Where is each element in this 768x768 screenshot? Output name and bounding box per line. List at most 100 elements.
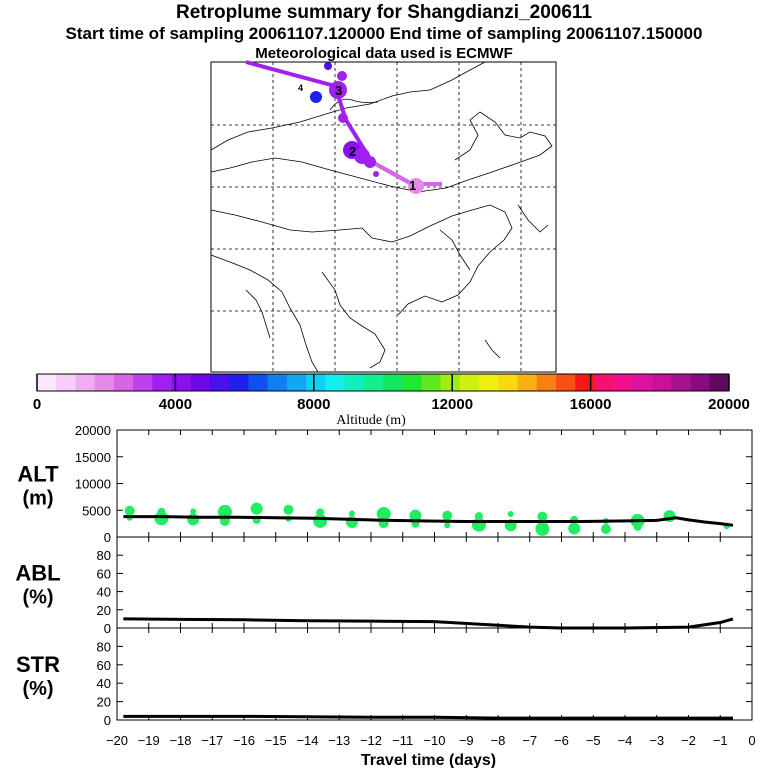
colorbar-cell (498, 374, 518, 391)
colorbar-cell (440, 374, 461, 391)
colorbar-cell (421, 374, 441, 391)
colorbar-cell (575, 374, 595, 391)
colorbar-cell (37, 374, 57, 391)
y-axis-unit: (%) (22, 678, 53, 700)
series-line (123, 617, 734, 630)
plume-point (474, 512, 483, 521)
plume-point (376, 506, 391, 521)
plume-point (442, 510, 453, 521)
x-tick-label: −18 (169, 733, 191, 748)
panel-alt: 0 5000 10000 15000 20000 ALT(m) (17, 423, 753, 545)
y-tick-label: 20 (97, 695, 111, 710)
plume-point (124, 505, 135, 516)
colorbar-cell (344, 374, 365, 391)
plume-point (250, 502, 263, 515)
y-axis-unit: (m) (22, 488, 53, 510)
plume-point (444, 522, 451, 529)
colorbar-cell (402, 374, 422, 391)
x-tick-label: −14 (296, 733, 318, 748)
series-line (123, 515, 734, 527)
plume-point (409, 509, 422, 522)
sampling-times: Start time of sampling 20061107.120000 E… (65, 24, 703, 43)
colorbar-tick-label: 0 (33, 396, 41, 413)
plume-point (633, 522, 642, 531)
colorbar-cell (210, 374, 230, 391)
y-tick-label: 80 (97, 639, 111, 654)
x-tick-label: −5 (586, 733, 601, 748)
map-coastlines (210, 61, 553, 373)
map-frame (210, 61, 557, 373)
plume-point (507, 510, 514, 517)
colorbar-cell (286, 374, 307, 391)
x-tick-label: −3 (649, 733, 664, 748)
y-axis-label: ABL (15, 561, 60, 586)
y-tick-label: 0 (104, 621, 111, 636)
colorbar-cell (229, 374, 249, 391)
y-tick-label: 60 (97, 658, 111, 673)
y-tick-label: 10000 (75, 477, 111, 492)
colorbar-cell (113, 374, 134, 391)
colorbar-cell (671, 374, 691, 391)
plume-point (154, 511, 169, 526)
marker-3: 3 (335, 83, 342, 98)
x-tick-label: 0 (748, 733, 755, 748)
plume-point (568, 522, 581, 535)
met-data-line: Meteorological data used is ECMWF (255, 45, 513, 62)
y-tick-label: 20000 (75, 423, 111, 438)
colorbar-tick-label: 4000 (159, 396, 192, 413)
y-axis-label: STR (16, 652, 60, 677)
map-graticule (211, 62, 556, 372)
colorbar-cell (690, 374, 711, 391)
colorbar-cell (190, 374, 211, 391)
plume-point (600, 523, 611, 534)
plume-point (537, 511, 548, 522)
plume-point (283, 504, 294, 515)
x-tick-label: −10 (423, 733, 445, 748)
y-tick-label: 40 (97, 585, 111, 600)
plume-point (157, 507, 166, 516)
colorbar-cell (709, 374, 730, 391)
colorbar-cell (536, 374, 557, 391)
marker-2: 2 (349, 144, 356, 159)
y-axis-label: ALT (17, 462, 59, 487)
series-line (123, 714, 733, 720)
x-tick-label: −8 (491, 733, 506, 748)
colorbar-cell (632, 374, 653, 391)
colorbar-cell (652, 374, 672, 391)
colorbar-cell (459, 374, 480, 391)
colorbar: 0 4000 8000 12000 16000 20000 Altitude (m) (33, 373, 750, 428)
plume-point (187, 513, 200, 526)
marker-4: 4 (298, 83, 303, 93)
colorbar-cell (94, 374, 115, 391)
y-tick-label: 20 (97, 603, 111, 618)
trajectory-map: 4 3 2 1 (210, 60, 557, 373)
colorbar-tick-label: 16000 (570, 396, 612, 413)
y-tick-label: 0 (104, 713, 111, 728)
x-tick-label: −7 (522, 733, 537, 748)
colorbar-tick-label: 8000 (297, 396, 330, 413)
x-axis-label: Travel time (days) (361, 752, 496, 768)
colorbar-cell (248, 374, 268, 391)
x-tick-label: −1 (713, 733, 728, 748)
colorbar-cell (479, 374, 499, 391)
colorbar-cell (363, 374, 384, 391)
colorbar-cell (171, 374, 192, 391)
colorbar-label: Altitude (m) (336, 413, 406, 428)
y-tick-label: 40 (97, 676, 111, 691)
colorbar-cell (306, 374, 326, 391)
panel-frame (116, 627, 753, 721)
colorbar-cell (75, 374, 95, 391)
chart-title: Retroplume summary for Shangdianzi_20061… (175, 2, 593, 23)
x-tick-label: −19 (138, 733, 160, 748)
colorbar-cell (383, 374, 403, 391)
colorbar-tick-label: 20000 (708, 396, 750, 413)
x-tick-label: −12 (360, 733, 382, 748)
plume-point (217, 504, 232, 519)
colorbar-cell (133, 374, 153, 391)
y-tick-label: 60 (97, 566, 111, 581)
y-tick-label: 5000 (82, 503, 111, 518)
colorbar-cell (267, 374, 288, 391)
colorbar-cell (594, 374, 614, 391)
